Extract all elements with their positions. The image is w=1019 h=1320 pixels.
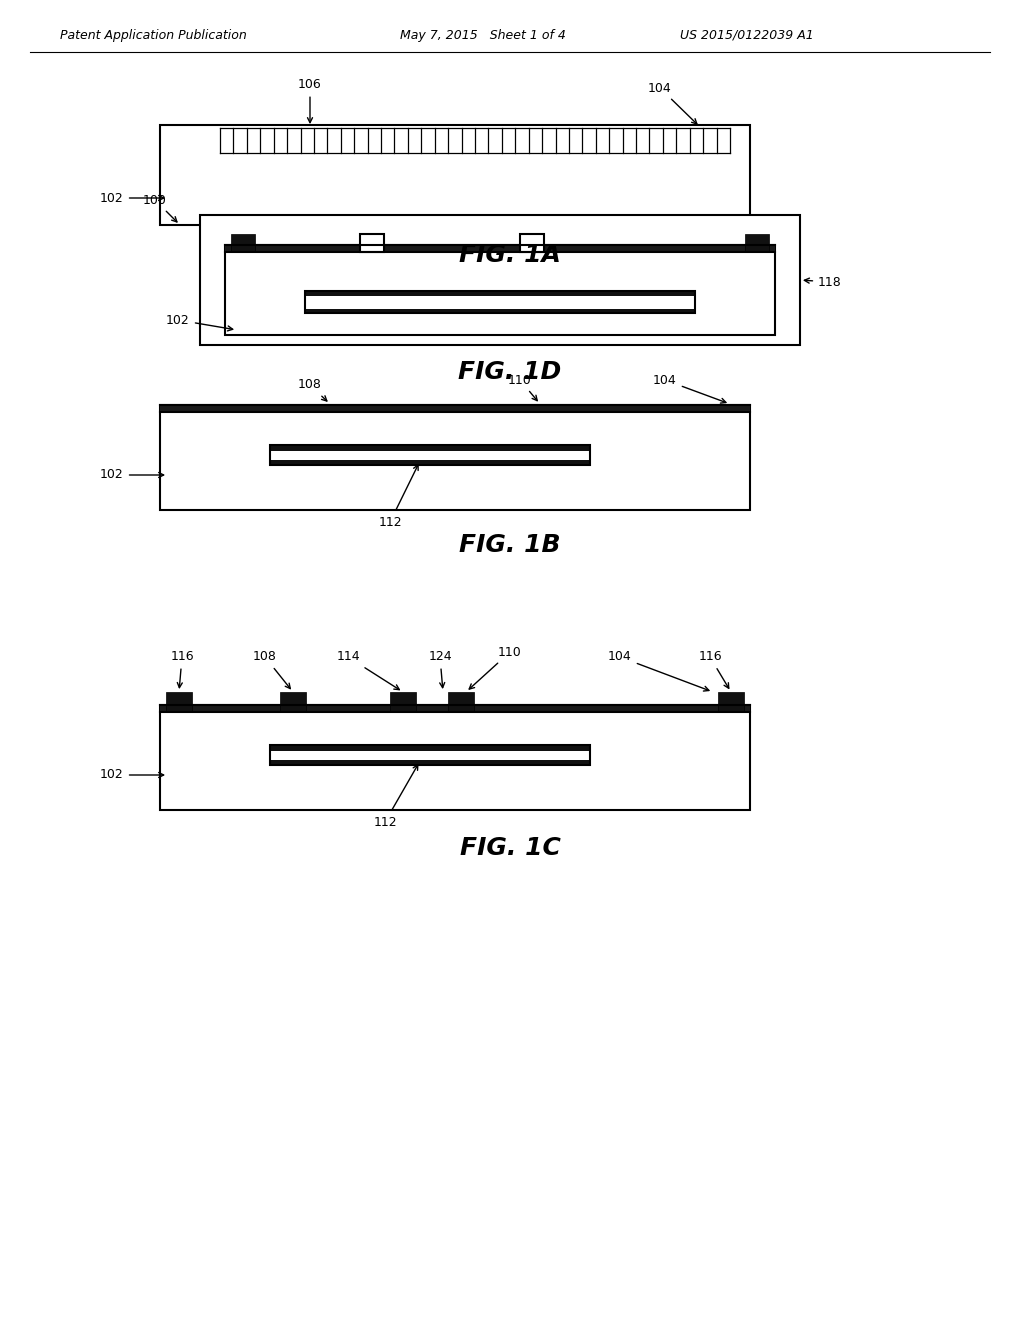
Text: 106: 106 (298, 78, 322, 123)
Bar (305, 290, 694, 313)
Bar (389, 692, 416, 711)
Bar (270, 445, 589, 465)
Text: 108: 108 (298, 379, 326, 401)
Text: 104: 104 (647, 82, 696, 124)
Bar (360, 234, 383, 252)
Bar (447, 692, 474, 711)
Bar (160, 705, 749, 711)
Text: 112: 112 (373, 764, 418, 829)
Text: 112: 112 (378, 465, 418, 528)
Text: Patent Application Publication: Patent Application Publication (60, 29, 247, 41)
Text: 102: 102 (100, 469, 163, 482)
Bar (270, 445, 589, 451)
Bar (305, 309, 694, 313)
Bar (225, 246, 774, 252)
Bar (160, 405, 749, 412)
Bar (230, 234, 255, 252)
Bar (305, 290, 694, 296)
Text: 118: 118 (804, 276, 841, 289)
Bar (160, 705, 749, 810)
Bar (270, 445, 589, 465)
Bar (270, 459, 589, 465)
Bar (166, 692, 192, 711)
Bar (270, 744, 589, 751)
Text: May 7, 2015   Sheet 1 of 4: May 7, 2015 Sheet 1 of 4 (399, 29, 566, 41)
Bar (270, 744, 589, 766)
Bar (305, 290, 694, 313)
Text: FIG. 1A: FIG. 1A (459, 243, 560, 267)
Text: 104: 104 (607, 651, 708, 692)
Text: 116: 116 (697, 651, 728, 688)
Text: 110: 110 (507, 374, 537, 401)
Text: 102: 102 (100, 191, 163, 205)
Bar (520, 234, 543, 252)
Text: 100: 100 (143, 194, 176, 222)
Text: FIG. 1D: FIG. 1D (458, 360, 561, 384)
Bar (280, 692, 306, 711)
Text: 102: 102 (166, 314, 232, 331)
Text: 116: 116 (170, 651, 194, 688)
Text: 108: 108 (253, 651, 290, 689)
Bar (717, 692, 743, 711)
Text: 102: 102 (100, 768, 163, 781)
Text: 124: 124 (428, 651, 451, 688)
Bar (744, 234, 768, 252)
Bar (160, 125, 749, 224)
Bar (200, 215, 799, 345)
Bar (270, 760, 589, 766)
Text: FIG. 1B: FIG. 1B (459, 533, 560, 557)
Bar (160, 405, 749, 510)
Bar (225, 246, 774, 335)
Text: 114: 114 (336, 651, 399, 689)
Bar (270, 744, 589, 766)
Text: 104: 104 (652, 374, 726, 403)
Text: US 2015/0122039 A1: US 2015/0122039 A1 (680, 29, 813, 41)
Text: 110: 110 (469, 645, 522, 689)
Text: FIG. 1C: FIG. 1C (460, 836, 559, 861)
